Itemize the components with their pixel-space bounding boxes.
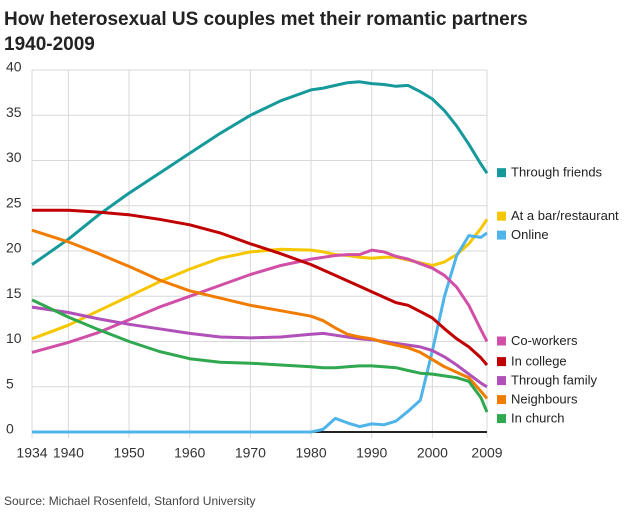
series-line <box>31 218 489 341</box>
x-tick-label: 1934 <box>16 445 47 461</box>
legend-swatch <box>497 395 506 405</box>
legend-label: Co-workers <box>511 333 578 348</box>
series-line <box>32 208 489 366</box>
y-tick-label: 40 <box>6 59 22 75</box>
x-tick-label: 1940 <box>53 445 84 461</box>
source: Source: Michael Rosenfeld, Stanford Univ… <box>4 494 255 508</box>
legend-label: In college <box>511 354 567 369</box>
y-tick-label: 20 <box>6 240 22 256</box>
y-tick-label: 10 <box>6 330 22 346</box>
x-tick-label: 1990 <box>356 445 387 461</box>
series-line <box>32 231 488 434</box>
legend-label: Through friends <box>511 165 603 180</box>
x-tick-label: 1970 <box>235 445 266 461</box>
legend-swatch <box>497 376 506 386</box>
y-tick-label: 25 <box>6 194 22 210</box>
chart-title: 1940-2009 <box>4 34 95 55</box>
x-tick-label: 2000 <box>417 445 448 461</box>
legend-label: Neighbours <box>511 392 578 407</box>
legend-swatch <box>497 357 506 367</box>
legend-swatch <box>497 168 506 178</box>
y-tick-label: 5 <box>6 375 14 391</box>
chart-title: How heterosexual US couples met their ro… <box>4 9 528 30</box>
x-tick-label: 1980 <box>295 445 326 461</box>
series-line <box>31 80 489 266</box>
legend-label: In church <box>511 411 564 426</box>
y-tick-label: 30 <box>6 149 22 165</box>
legend-swatch <box>497 414 506 424</box>
legend-swatch <box>497 211 506 221</box>
x-tick-label: 1960 <box>174 445 205 461</box>
y-tick-label: 0 <box>6 421 14 437</box>
x-tick-label: 2009 <box>471 445 502 461</box>
series-line <box>31 305 488 389</box>
series-line <box>31 228 489 400</box>
series-line <box>31 298 489 413</box>
series-line <box>31 248 489 354</box>
legend-label: At a bar/restaurant <box>511 208 619 223</box>
legend-swatch <box>497 336 506 346</box>
y-tick-label: 15 <box>6 285 22 301</box>
legend-swatch <box>497 230 506 240</box>
legend-label: Through family <box>511 373 597 388</box>
y-tick-label: 35 <box>6 104 22 120</box>
x-tick-label: 1950 <box>113 445 144 461</box>
legend-label: Online <box>511 227 549 242</box>
